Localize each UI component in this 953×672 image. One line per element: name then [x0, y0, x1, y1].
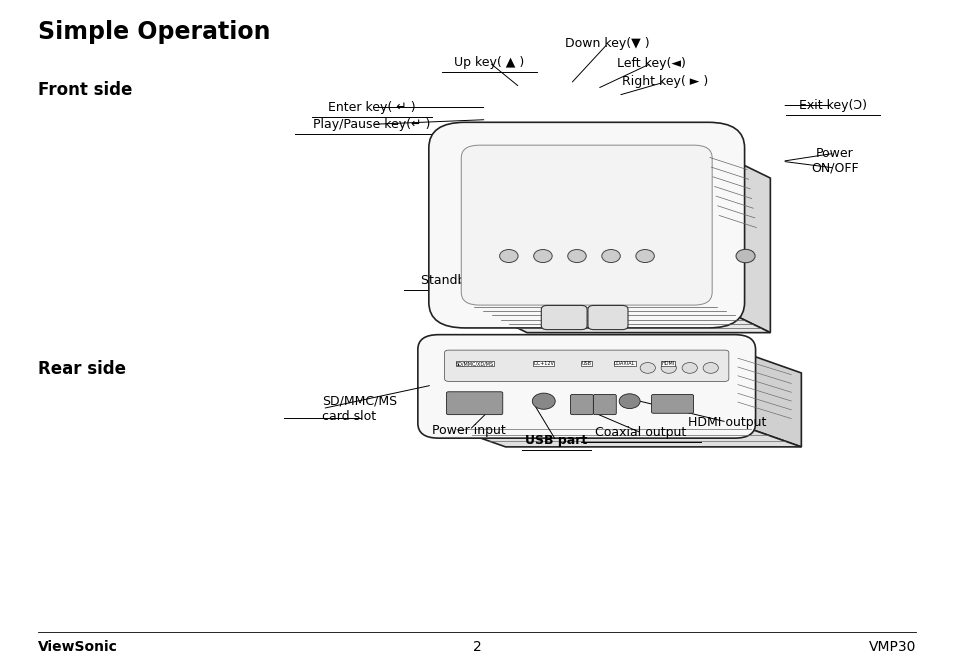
Text: Rear side: Rear side	[38, 360, 126, 378]
Circle shape	[681, 363, 697, 374]
Polygon shape	[464, 302, 769, 333]
FancyBboxPatch shape	[593, 394, 616, 415]
Text: HDMI output: HDMI output	[687, 415, 765, 429]
Text: DC+12V: DC+12V	[533, 362, 554, 366]
Text: COAXIAL: COAXIAL	[614, 362, 635, 366]
FancyBboxPatch shape	[540, 305, 586, 330]
Text: Play/Pause key(↵ ): Play/Pause key(↵ )	[313, 118, 431, 131]
Text: USB part: USB part	[524, 434, 587, 448]
Text: HDMI: HDMI	[660, 362, 674, 366]
Text: USB: USB	[581, 362, 591, 366]
Text: ViewSonic: ViewSonic	[38, 640, 118, 654]
Text: Front side: Front side	[38, 81, 132, 99]
Circle shape	[533, 249, 552, 263]
Circle shape	[636, 249, 654, 263]
FancyBboxPatch shape	[460, 145, 711, 305]
Circle shape	[660, 363, 676, 374]
Text: ON/OFF: ON/OFF	[810, 161, 858, 175]
Text: SD/MMC/MS
card slot: SD/MMC/MS card slot	[322, 394, 397, 423]
Circle shape	[532, 393, 555, 409]
Text: Remote receiving: Remote receiving	[574, 274, 684, 288]
Text: 2: 2	[472, 640, 481, 654]
Polygon shape	[707, 148, 769, 333]
Text: Coaxial output: Coaxial output	[595, 426, 686, 439]
Text: Power: Power	[815, 146, 853, 160]
Text: Left key(◄): Left key(◄)	[617, 56, 685, 70]
FancyBboxPatch shape	[587, 305, 627, 330]
Polygon shape	[734, 349, 801, 447]
Polygon shape	[438, 423, 801, 447]
Text: Standby indicator: Standby indicator	[421, 274, 532, 288]
FancyBboxPatch shape	[417, 335, 755, 438]
Circle shape	[499, 249, 517, 263]
Text: Up key( ▲ ): Up key( ▲ )	[454, 56, 524, 69]
FancyBboxPatch shape	[651, 394, 693, 413]
Circle shape	[736, 249, 755, 263]
Text: Exit key(Ɔ): Exit key(Ɔ)	[798, 99, 866, 112]
FancyBboxPatch shape	[446, 392, 502, 415]
FancyBboxPatch shape	[444, 350, 728, 382]
Text: SD/MMC/XD/MS: SD/MMC/XD/MS	[456, 362, 494, 366]
Circle shape	[618, 394, 639, 409]
Text: Enter key( ↵ ): Enter key( ↵ )	[328, 101, 416, 114]
Text: VMP30: VMP30	[867, 640, 915, 654]
Circle shape	[567, 249, 585, 263]
FancyBboxPatch shape	[429, 122, 743, 328]
Circle shape	[702, 363, 718, 374]
Text: Power input: Power input	[432, 423, 506, 437]
Text: Down key(▼ ): Down key(▼ )	[565, 37, 649, 50]
FancyBboxPatch shape	[570, 394, 593, 415]
Circle shape	[639, 363, 655, 374]
Text: Simple Operation: Simple Operation	[38, 20, 271, 44]
Text: Right key( ► ): Right key( ► )	[621, 75, 707, 89]
Circle shape	[601, 249, 619, 263]
